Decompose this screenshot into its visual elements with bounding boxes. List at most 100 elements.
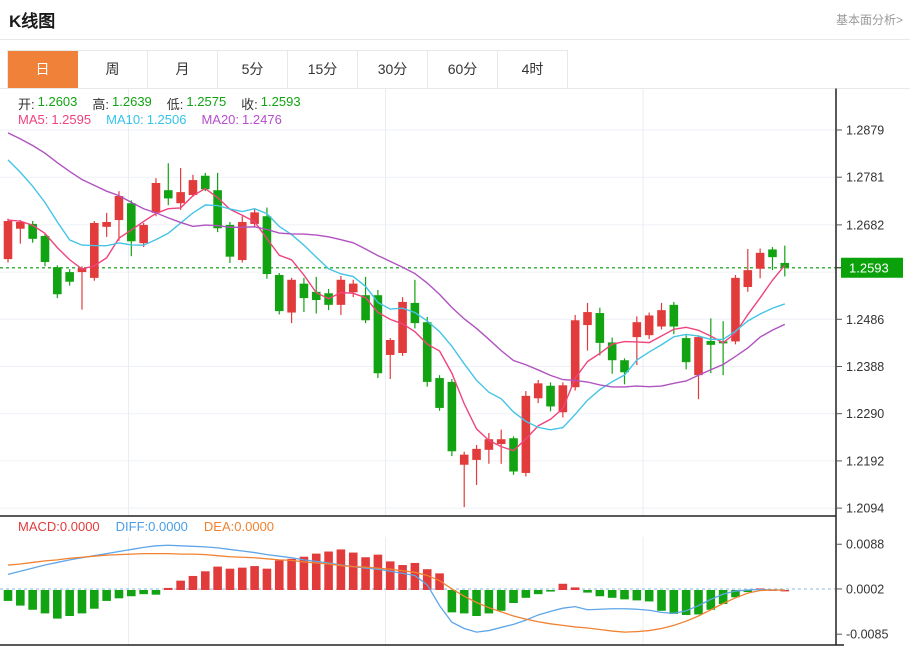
tab-60min[interactable]: 60分: [428, 51, 498, 88]
open-label: 开:: [18, 97, 35, 112]
macd-bar: [632, 590, 642, 601]
close-value: 1.2593: [260, 94, 301, 109]
candle-body: [657, 310, 666, 327]
ma20-line: [7, 132, 786, 388]
macd-histogram: [3, 549, 790, 619]
y-axis-label: 1.2094: [846, 502, 884, 516]
candle-body: [237, 221, 247, 261]
candle-body: [620, 360, 629, 373]
candle-body: [743, 270, 753, 288]
ma20-value: 1.2476: [242, 112, 282, 127]
y-axis-label: 1.2192: [846, 454, 884, 468]
fundamental-analysis-link[interactable]: 基本面分析>: [835, 13, 903, 27]
macd-bar: [694, 590, 703, 615]
macd-bar: [16, 590, 25, 606]
page-title: K线图: [9, 12, 56, 31]
candle-body: [53, 267, 62, 295]
candle-body: [348, 283, 358, 293]
candle-body: [755, 252, 765, 269]
candle-body: [274, 274, 284, 312]
candle-body: [114, 195, 124, 221]
tab-week[interactable]: 周: [78, 51, 148, 88]
tab-30min[interactable]: 30分: [358, 51, 428, 88]
macd-bar: [213, 566, 222, 590]
macd-bar: [311, 553, 321, 590]
ma5-value: 1.2595: [51, 112, 92, 127]
macd-bar: [533, 590, 543, 595]
ohlc-legend: 开: 1.2603 高: 1.2639 低: 1.2575 收: 1.2593: [18, 94, 301, 113]
candle-body: [250, 212, 259, 224]
candle-body: [496, 439, 506, 445]
candle-body: [546, 385, 555, 407]
macd-bar: [163, 587, 173, 590]
candle-body: [16, 221, 25, 229]
candle-body: [583, 312, 592, 326]
macd-value-label: MACD:0.0000: [18, 519, 100, 534]
candle-body: [262, 216, 272, 275]
macd-bar: [225, 568, 235, 590]
y-axis-label: 1.2290: [846, 407, 884, 421]
high-label: 高:: [92, 97, 110, 112]
diff-line: [7, 544, 785, 633]
candle-body: [385, 340, 395, 355]
candle-body: [731, 277, 740, 342]
macd-bar: [28, 590, 37, 610]
candle-body: [3, 221, 13, 260]
tab-5min[interactable]: 5分: [218, 51, 288, 88]
ma10-value: 1.2506: [146, 112, 187, 127]
price-axis: 1.2879 1.2781 1.2682 1.2486 1.2388 1.2290 1.21…: [836, 124, 888, 642]
macd-bar: [743, 590, 753, 593]
macd-bar: [262, 568, 272, 590]
candle-body: [139, 224, 148, 244]
macd-bar: [657, 590, 666, 611]
macd-bar: [447, 590, 457, 613]
macd-bar: [521, 590, 531, 598]
low-label: 低:: [166, 97, 184, 112]
tab-4hour[interactable]: 4时: [498, 51, 568, 88]
diff-value-label: DIFF:0.0000: [115, 519, 188, 534]
macd-bar: [669, 590, 679, 614]
candle-body: [435, 378, 444, 408]
candle-body: [632, 322, 642, 338]
macd-bar: [459, 590, 469, 614]
candle-body: [65, 272, 74, 282]
macd-legend: MACD:0.0000 DIFF:0.0000 DEA:0.0000: [18, 519, 274, 534]
y-axis-label: 1.2879: [846, 124, 884, 138]
macd-bar: [77, 590, 87, 614]
tab-month[interactable]: 月: [148, 51, 218, 88]
high-value: 1.2639: [112, 94, 152, 109]
candle-body: [311, 291, 321, 301]
macd-bar: [65, 590, 74, 616]
y-axis-label: 1.2682: [846, 218, 884, 232]
candle-body: [607, 342, 617, 361]
ma5-label: MA5:: [18, 112, 49, 127]
macd-axis-label: -0.0085: [846, 628, 888, 642]
macd-bar: [40, 590, 50, 614]
candle-body: [509, 438, 518, 472]
candle-body: [669, 304, 679, 327]
macd-bar: [3, 590, 13, 601]
macd-bar: [558, 583, 568, 590]
macd-bar: [422, 569, 432, 590]
candle-body: [225, 224, 235, 257]
candle-body: [472, 448, 481, 460]
tab-day[interactable]: 日: [8, 51, 78, 88]
ma10-label: MA10:: [106, 112, 144, 127]
candle-body: [213, 190, 222, 229]
tab-15min[interactable]: 15分: [288, 51, 358, 88]
macd-bar: [200, 571, 210, 590]
macd-bar: [336, 549, 346, 590]
macd-bar: [780, 590, 790, 592]
ma-legend: MA5: 1.2595 MA10: 1.2506 MA20: 1.2476: [18, 112, 282, 127]
current-price-marker: 1.2593: [836, 257, 903, 278]
macd-bar: [90, 590, 99, 609]
candle-body: [459, 454, 469, 465]
macd-bar: [127, 590, 136, 597]
macd-bar: [287, 558, 296, 590]
candle-body: [558, 385, 568, 413]
macd-bar: [595, 590, 605, 597]
ma5-line: [7, 187, 786, 452]
candle-body: [521, 395, 531, 473]
